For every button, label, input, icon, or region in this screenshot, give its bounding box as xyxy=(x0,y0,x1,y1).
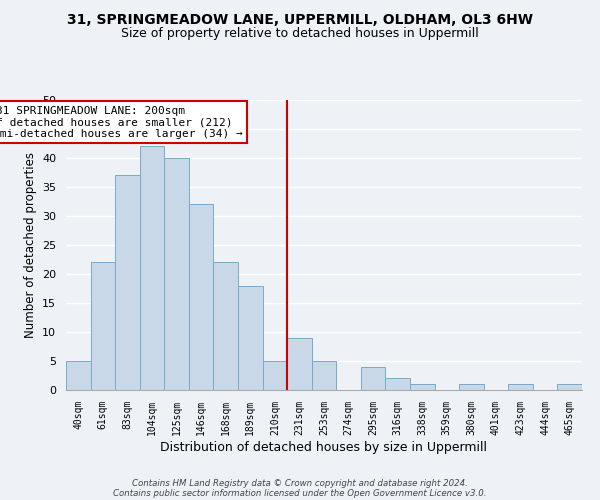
Bar xyxy=(459,384,484,390)
Bar xyxy=(115,176,140,390)
Text: 31 SPRINGMEADOW LANE: 200sqm
← 86% of detached houses are smaller (212)
14% of s: 31 SPRINGMEADOW LANE: 200sqm ← 86% of de… xyxy=(0,106,242,139)
Bar xyxy=(287,338,312,390)
Y-axis label: Number of detached properties: Number of detached properties xyxy=(23,152,37,338)
Text: Contains HM Land Registry data © Crown copyright and database right 2024.: Contains HM Land Registry data © Crown c… xyxy=(132,478,468,488)
Bar xyxy=(140,146,164,390)
Text: Size of property relative to detached houses in Uppermill: Size of property relative to detached ho… xyxy=(121,28,479,40)
Bar xyxy=(508,384,533,390)
Text: 31, SPRINGMEADOW LANE, UPPERMILL, OLDHAM, OL3 6HW: 31, SPRINGMEADOW LANE, UPPERMILL, OLDHAM… xyxy=(67,12,533,26)
Bar xyxy=(91,262,115,390)
Bar xyxy=(238,286,263,390)
X-axis label: Distribution of detached houses by size in Uppermill: Distribution of detached houses by size … xyxy=(161,440,487,454)
Bar xyxy=(385,378,410,390)
Bar xyxy=(361,367,385,390)
Bar xyxy=(66,361,91,390)
Bar xyxy=(214,262,238,390)
Bar xyxy=(312,361,336,390)
Bar xyxy=(189,204,214,390)
Bar xyxy=(557,384,582,390)
Bar xyxy=(164,158,189,390)
Bar xyxy=(410,384,434,390)
Bar xyxy=(263,361,287,390)
Text: Contains public sector information licensed under the Open Government Licence v3: Contains public sector information licen… xyxy=(113,488,487,498)
